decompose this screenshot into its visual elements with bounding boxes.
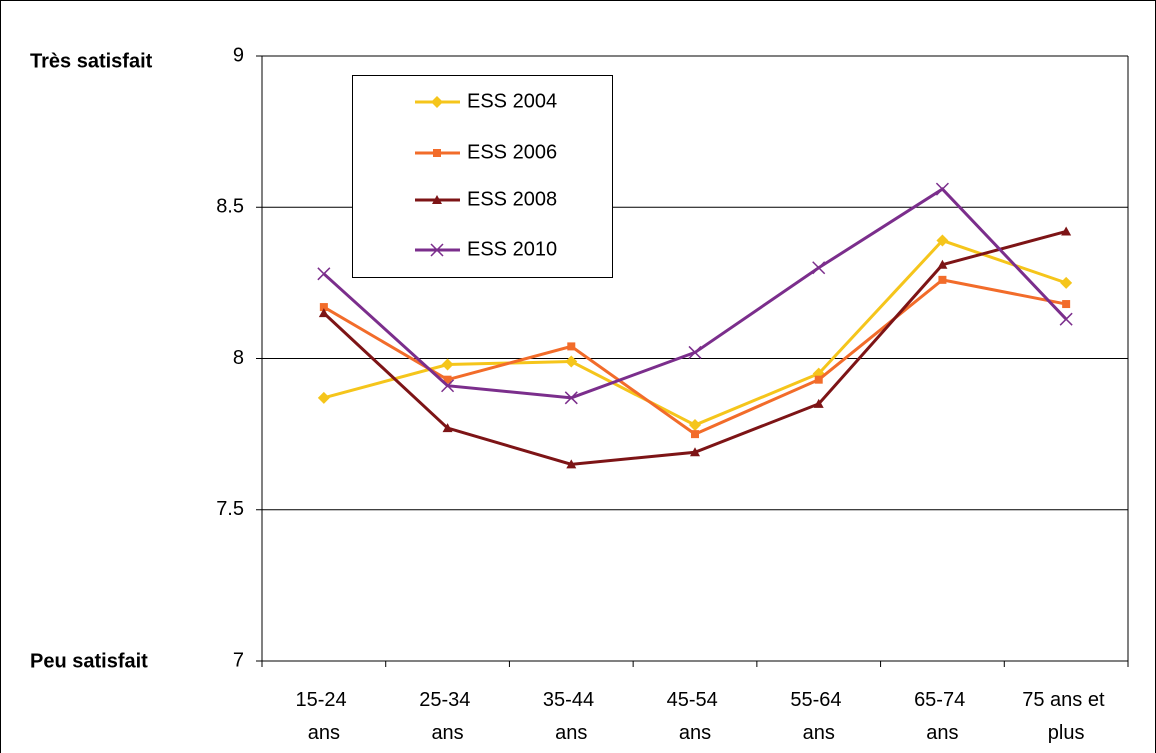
y-tick-label: 8.5 (216, 196, 244, 218)
series-line (323, 278, 1067, 436)
x-tick-label: 75 ans et plus (1022, 689, 1110, 744)
marker (318, 308, 329, 318)
y-tick-label: 7 (233, 649, 244, 671)
marker (431, 96, 443, 108)
marker (565, 355, 578, 368)
marker (441, 358, 454, 371)
marker (814, 375, 823, 384)
marker (564, 391, 578, 405)
marker (432, 195, 442, 204)
marker (935, 182, 949, 196)
marker (937, 259, 948, 269)
legend-label: ESS 2006 (467, 141, 557, 163)
marker (690, 447, 700, 457)
marker (566, 459, 577, 469)
marker (317, 267, 331, 281)
marker (812, 261, 826, 275)
x-tick-label: 15-24 ans (295, 689, 352, 744)
annotation-top: Très satisfait (30, 50, 153, 72)
y-tick-label: 8 (233, 347, 244, 369)
legend-label: ESS 2008 (467, 188, 557, 210)
marker (317, 391, 330, 404)
x-tick-label: 25-34 ans (419, 689, 476, 744)
marker (430, 243, 444, 257)
marker (936, 234, 949, 247)
marker (567, 342, 576, 351)
marker (442, 423, 453, 433)
marker (688, 345, 702, 359)
legend-label: ESS 2010 (467, 238, 557, 260)
marker (1059, 312, 1073, 326)
x-tick-label: 35-44 ans (543, 689, 600, 744)
legend-box (352, 75, 613, 278)
marker (443, 375, 452, 384)
marker (691, 430, 699, 439)
marker (689, 419, 701, 432)
y-tick-label: 7.5 (216, 498, 244, 520)
x-tick-label: 65-74 ans (914, 689, 971, 744)
x-tick-label: 55-64 ans (790, 689, 847, 744)
marker (319, 303, 328, 312)
marker (433, 149, 441, 157)
marker (441, 379, 455, 393)
marker (1060, 276, 1073, 289)
y-tick-label: 9 (233, 44, 244, 66)
marker (1061, 226, 1072, 236)
marker (1062, 300, 1071, 309)
annotation-bottom: Peu satisfait (30, 650, 148, 672)
marker (938, 275, 947, 284)
x-tick-label: 45-54 ans (667, 689, 724, 744)
legend-label: ESS 2004 (467, 90, 557, 112)
marker (813, 398, 824, 408)
